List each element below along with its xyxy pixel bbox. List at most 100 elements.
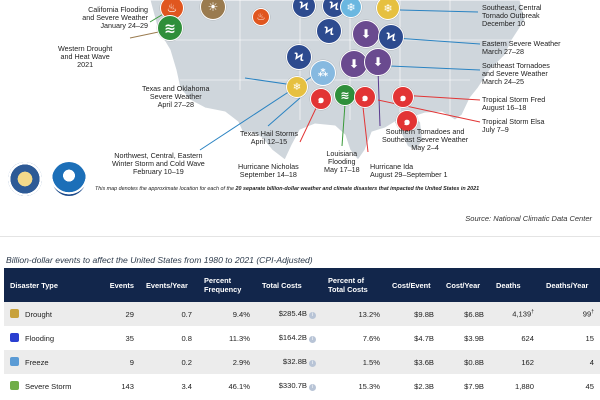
cell-cost-per-year: $6.8B xyxy=(440,302,490,326)
cell-deaths-per-year: 45 xyxy=(585,381,594,391)
cell-deaths: 162 xyxy=(490,350,540,374)
table-header-row: Disaster Type Events Events/Year Percent… xyxy=(4,268,600,302)
col-events-per-year: Events/Year xyxy=(140,268,198,302)
col-cost-per-year: Cost/Year xyxy=(440,268,490,302)
cell-cost-per-year: $7.9B xyxy=(464,381,484,391)
flood-icon: ≋ xyxy=(334,84,356,106)
tornado-icon: ⬇ xyxy=(364,48,392,76)
cell-cost-per-year: $0.8B xyxy=(440,350,490,374)
cell-total-costs: $285.4B i xyxy=(256,302,322,326)
label-tropical-storm-fred: Tropical Storm Fred August 16–18 xyxy=(482,95,546,113)
section-divider xyxy=(0,236,600,237)
label-hurricane-ida: Hurricane Ida August 29–September 1 xyxy=(370,162,448,180)
tornado-icon: ⬇ xyxy=(340,50,368,78)
cell-deaths: 4,139† xyxy=(490,302,540,326)
col-cost-per-event: Cost/Event xyxy=(386,268,440,302)
cell-deaths: 1,880 xyxy=(514,381,534,391)
cyclone-icon: ๑ xyxy=(396,110,418,132)
disaster-color-swatch xyxy=(10,333,19,342)
col-disaster-type: Disaster Type xyxy=(4,268,96,302)
cell-events: 35 xyxy=(125,333,134,343)
cell-deaths-per-year: 4 xyxy=(540,350,600,374)
cell-percent-frequency: 9.4% xyxy=(198,302,256,326)
cyclone-icon: ๑ xyxy=(392,86,414,108)
label-texas-oklahoma: Texas and Oklahoma Severe Weather April 27… xyxy=(142,84,210,110)
cell-percent-total-costs: 1.5% xyxy=(322,350,386,374)
noaa-logo xyxy=(52,162,86,196)
winter-icon: ❄ xyxy=(340,0,362,18)
table-title: Billion-dollar events to affect the Unit… xyxy=(6,255,313,265)
col-deaths: Deaths xyxy=(490,268,540,302)
label-southeast-central-tornado: Southeast, Central Tornado Outbreak Decemb… xyxy=(482,3,542,29)
disaster-map: ♨ ≋ ☀ ♨ Ϟ Ϟ Ϟ ❄ ❄ ⬇ Ϟ Ϟ ⬇ ⬇ ⁂ ❄ ๑ ≋ ๑ ๑ … xyxy=(8,0,561,196)
map-footnote: This map denotes the approximate locatio… xyxy=(95,186,480,192)
label-louisiana-flooding: Louisiana Flooding May 17–18 xyxy=(324,149,360,175)
cell-percent-total-costs: 13.2% xyxy=(322,302,386,326)
cell-events-per-year: 3.4 xyxy=(181,381,192,391)
footnote-marker: † xyxy=(591,309,594,316)
winter-icon: ❄ xyxy=(376,0,400,20)
label-western-drought: Western Drought and Heat Wave 2021 xyxy=(58,44,113,70)
cell-disaster-type: Flooding xyxy=(4,326,96,350)
tornado-icon: ⬇ xyxy=(352,20,380,48)
cell-percent-frequency: 11.3% xyxy=(229,333,250,343)
cell-disaster-type: Freeze xyxy=(4,350,96,374)
table-row: Severe Storm 143 3.4 46.1% $330.7B i 15.3% $2.3… xyxy=(4,374,600,398)
commerce-seal-logo xyxy=(8,162,42,196)
cell-events: 143 xyxy=(121,381,134,391)
cell-deaths: 624 xyxy=(521,333,534,343)
flood-icon: ≋ xyxy=(157,15,183,41)
cell-percent-frequency: 2.9% xyxy=(198,350,256,374)
info-icon[interactable]: i xyxy=(309,336,316,343)
storm-icon: Ϟ xyxy=(316,18,342,44)
label-hurricane-nicholas: Hurricane Nicholas September 14–18 xyxy=(238,162,299,180)
hail-icon: ⁂ xyxy=(310,60,336,86)
cell-total-costs: $330.7B i xyxy=(256,374,322,398)
cell-deaths-per-year: 15 xyxy=(585,333,594,343)
table-row: Flooding 35 0.8 11.3% $164.2B i 7.6% $4.7B $3.9B… xyxy=(4,326,600,350)
storm-icon: Ϟ xyxy=(292,0,316,18)
cell-events: 9 xyxy=(96,350,140,374)
info-icon[interactable]: i xyxy=(309,312,316,319)
col-events: Events xyxy=(96,268,140,302)
cell-deaths-per-year: 99† xyxy=(540,302,600,326)
cell-events-per-year: 0.8 xyxy=(181,333,192,343)
label-southern-tornadoes: Southern Tornadoes and Southeast Severe W… xyxy=(382,127,469,153)
cyclone-icon: ๑ xyxy=(310,88,332,110)
cell-cost-per-event: $4.7B xyxy=(414,333,434,343)
storm-icon: Ϟ xyxy=(378,24,404,50)
cell-cost-per-event: $3.6B xyxy=(386,350,440,374)
disaster-table: Disaster Type Events Events/Year Percent… xyxy=(4,268,600,398)
col-percent-frequency: Percent Frequency xyxy=(198,268,256,302)
cell-cost-per-year: $3.9B xyxy=(464,333,484,343)
winter-storm-icon: ❄ xyxy=(286,76,308,98)
cell-total-costs: $164.2B i xyxy=(256,326,322,350)
info-icon[interactable]: i xyxy=(309,384,316,391)
wildfire-icon: ♨ xyxy=(252,8,270,26)
col-deaths-per-year: Deaths/Year xyxy=(540,268,600,302)
cell-percent-frequency: 46.1% xyxy=(228,381,250,391)
label-southeast-tornadoes: Southeast Tornadoes and Severe Weather Mar… xyxy=(482,61,550,87)
info-icon[interactable]: i xyxy=(309,360,316,367)
cell-events-per-year: 0.7 xyxy=(140,302,198,326)
disaster-color-swatch xyxy=(10,381,19,390)
cell-events: 29 xyxy=(96,302,140,326)
label-california-flooding: California Flooding and Severe Weather Jan… xyxy=(82,5,148,31)
col-total-costs: Total Costs xyxy=(256,268,322,302)
label-eastern-severe-weather: Eastern Severe Weather March 27–28 xyxy=(482,39,561,57)
disaster-color-swatch xyxy=(10,357,19,366)
disaster-color-swatch xyxy=(10,309,19,318)
cell-cost-per-event: $2.3B xyxy=(414,381,434,391)
table-row: Freeze 9 0.2 2.9% $32.8B i 1.5% $3.6B $0.8B 162 4 xyxy=(4,350,600,374)
label-cold-wave: Northwest, Central, Eastern Winter Storm … xyxy=(112,151,205,177)
cell-percent-total-costs: 15.3% xyxy=(358,381,380,391)
cell-total-costs: $32.8B i xyxy=(256,350,322,374)
footnote-marker: † xyxy=(531,309,534,316)
cell-events-per-year: 0.2 xyxy=(140,350,198,374)
cell-percent-total-costs: 7.6% xyxy=(362,333,380,343)
drought-icon: ☀ xyxy=(200,0,226,20)
cell-disaster-type: Drought xyxy=(4,302,96,326)
storm-icon: Ϟ xyxy=(286,44,312,70)
col-percent-total-costs: Percent of Total Costs xyxy=(322,268,386,302)
table-row: Drought 29 0.7 9.4% $285.4B i 13.2% $9.8B $6.8B 4… xyxy=(4,302,600,326)
